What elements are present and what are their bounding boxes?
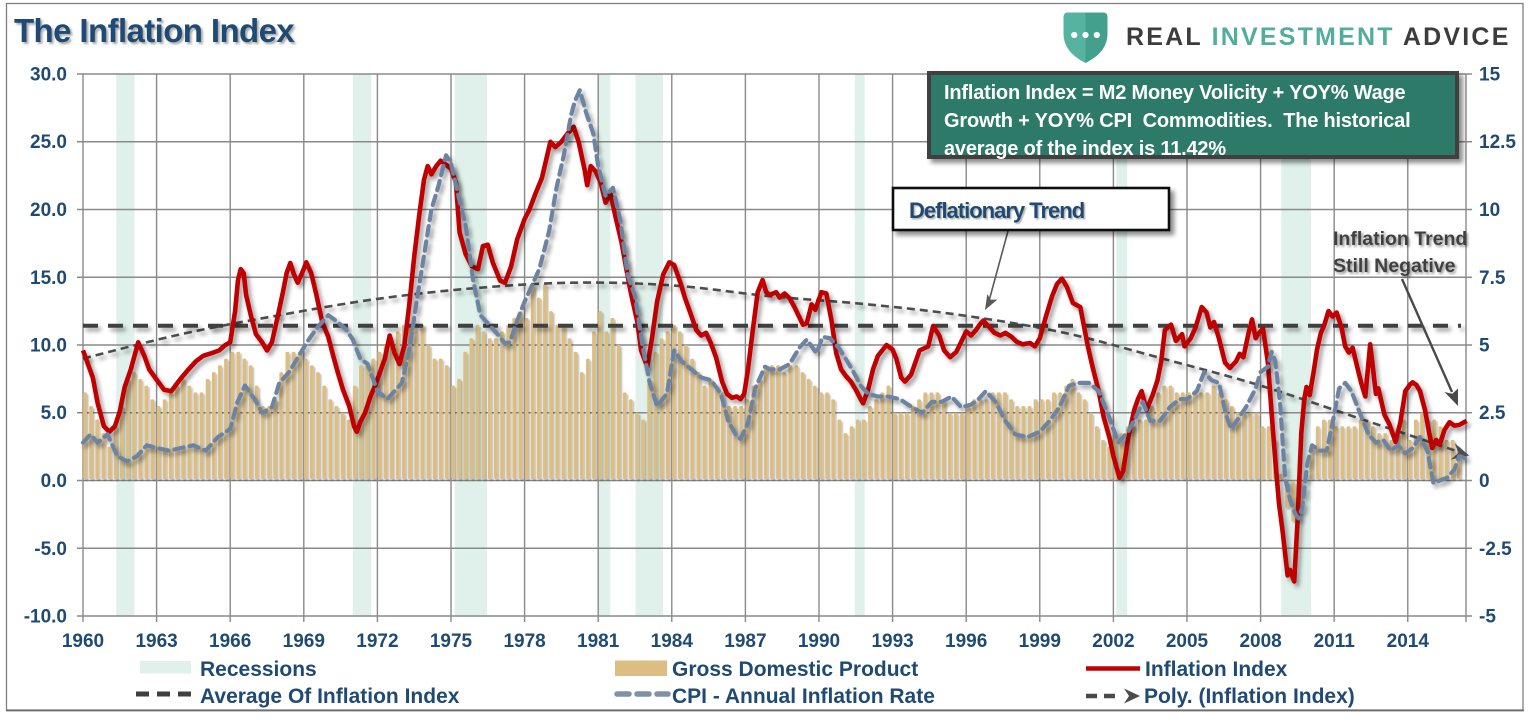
svg-text:1966: 1966 (209, 631, 251, 652)
svg-text:1984: 1984 (651, 631, 694, 652)
svg-text:2.5: 2.5 (1479, 403, 1506, 424)
svg-text:1963: 1963 (135, 631, 177, 652)
svg-text:2011: 2011 (1314, 631, 1356, 652)
svg-text:Growth + YOY% CPI Commodities: Growth + YOY% CPI Commodities. The histo… (944, 110, 1410, 132)
svg-text:1969: 1969 (283, 631, 325, 652)
svg-text:average of the index is 11.42%: average of the index is 11.42% (944, 138, 1226, 160)
svg-text:Average Of Inflation Index: Average Of Inflation Index (200, 685, 460, 708)
svg-text:1993: 1993 (871, 631, 913, 652)
svg-text:2005: 2005 (1166, 631, 1209, 652)
svg-text:1972: 1972 (356, 631, 398, 652)
svg-text:2002: 2002 (1092, 631, 1134, 652)
svg-text:2014: 2014 (1387, 631, 1430, 652)
svg-text:Inflation Trend: Inflation Trend (1333, 228, 1467, 250)
svg-text:1978: 1978 (503, 631, 545, 652)
svg-text:1975: 1975 (430, 631, 473, 652)
svg-text:2008: 2008 (1239, 631, 1281, 652)
svg-text:Recessions: Recessions (200, 658, 317, 681)
svg-text:Inflation Index: Inflation Index (1145, 658, 1288, 681)
svg-text:20.0: 20.0 (30, 200, 67, 221)
svg-text:5: 5 (1479, 336, 1490, 357)
svg-text:15: 15 (1479, 65, 1501, 86)
svg-text:1960: 1960 (62, 631, 104, 652)
svg-text:Deflationary Trend: Deflationary Trend (909, 198, 1084, 223)
svg-text:1999: 1999 (1019, 631, 1061, 652)
svg-text:Inflation Index = M2 Money Vol: Inflation Index = M2 Money Volicity + YO… (944, 82, 1406, 104)
svg-text:Poly. (Inflation Index): Poly. (Inflation Index) (1144, 685, 1355, 708)
svg-text:REAL INVESTMENT ADVICE: REAL INVESTMENT ADVICE (1126, 23, 1511, 51)
svg-text:30.0: 30.0 (30, 65, 67, 86)
svg-text:15.0: 15.0 (30, 268, 67, 289)
svg-text:1981: 1981 (577, 631, 620, 652)
svg-text:-2.5: -2.5 (1479, 539, 1512, 560)
svg-text:1990: 1990 (798, 631, 840, 652)
svg-text:1987: 1987 (724, 631, 766, 652)
svg-text:10.0: 10.0 (30, 336, 67, 357)
svg-text:10: 10 (1479, 200, 1500, 221)
svg-text:0: 0 (1479, 471, 1490, 492)
svg-text:0.0: 0.0 (41, 471, 67, 492)
svg-text:25.0: 25.0 (30, 132, 67, 153)
svg-text:1996: 1996 (945, 631, 987, 652)
svg-text:7.5: 7.5 (1479, 268, 1506, 289)
svg-text:12.5: 12.5 (1479, 132, 1516, 153)
svg-text:Still Negative: Still Negative (1333, 255, 1456, 277)
svg-text:-5: -5 (1479, 607, 1496, 628)
svg-text:Gross Domestic Product: Gross Domestic Product (672, 658, 918, 681)
svg-text:5.0: 5.0 (41, 403, 67, 424)
svg-text:-10.0: -10.0 (24, 607, 67, 628)
svg-text:CPI - Annual Inflation Rate: CPI - Annual Inflation Rate (672, 685, 935, 708)
svg-text:-5.0: -5.0 (34, 539, 67, 560)
svg-text:The Inflation Index: The Inflation Index (14, 12, 295, 49)
